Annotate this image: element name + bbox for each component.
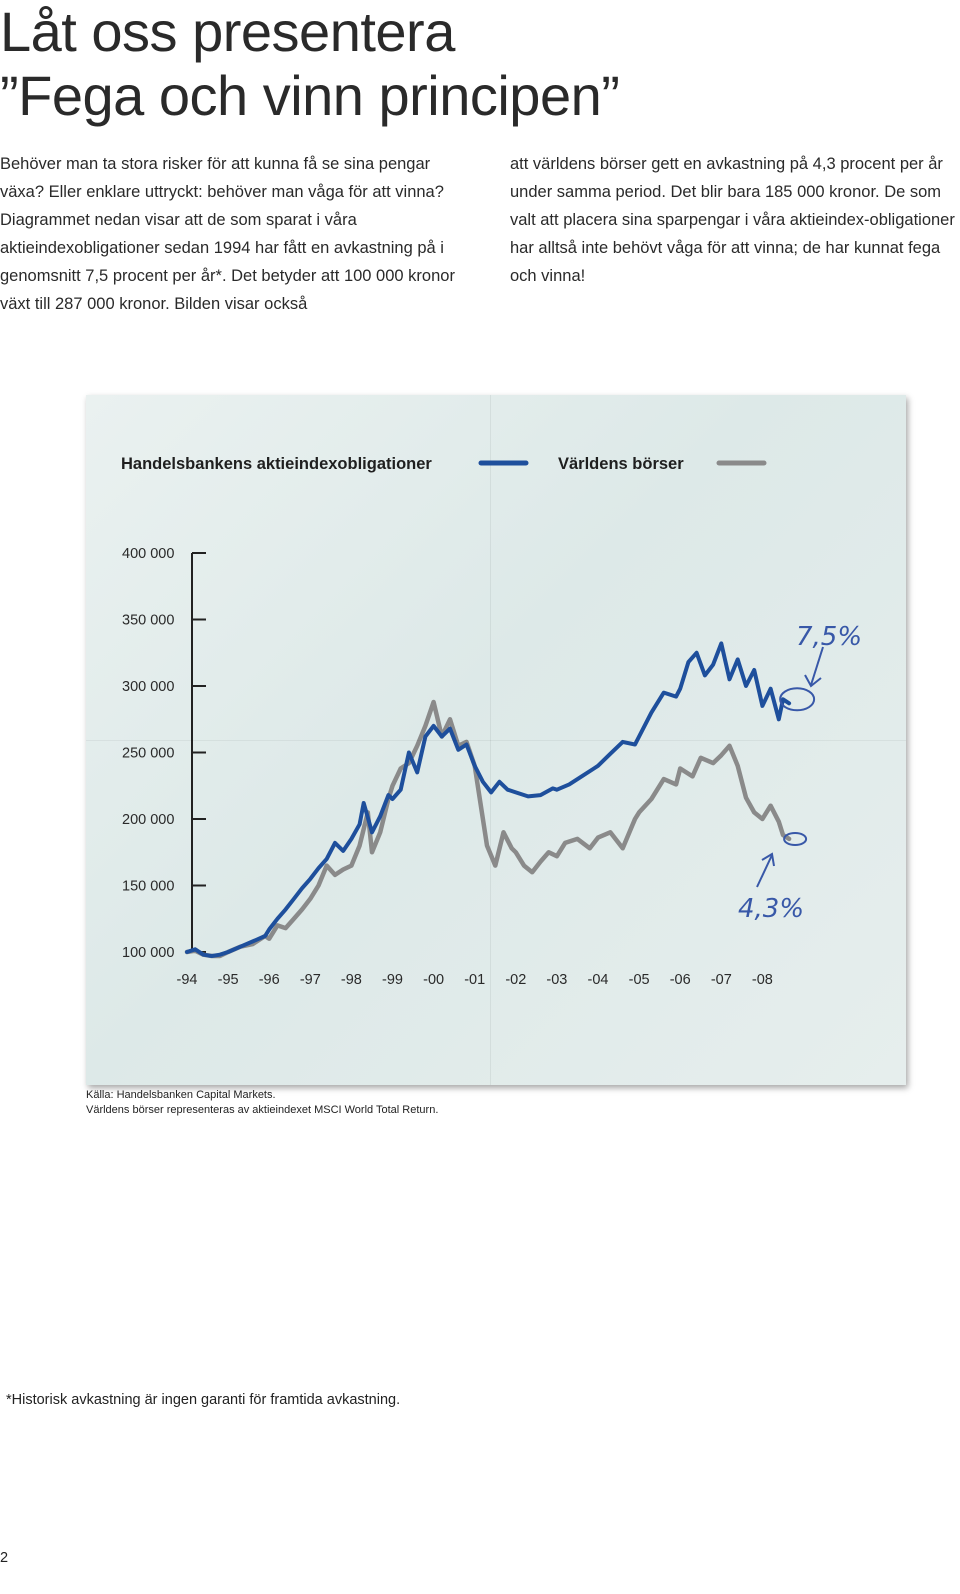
x-tick-label: -08: [752, 972, 773, 988]
page-title: Låt oss presentera ”Fega och vinn princi…: [0, 0, 620, 128]
page-title-line-2: ”Fega och vinn principen”: [0, 64, 620, 127]
legend-label-0: Handelsbankens aktieindexobligationer: [121, 455, 432, 473]
arrow-head-handelsbanken: [804, 674, 822, 688]
x-tick-label: -94: [177, 972, 198, 988]
x-tick-label: -01: [464, 972, 485, 988]
y-tick-label: 300 000: [122, 679, 174, 695]
arrow-world: [756, 854, 773, 888]
page-title-line-1: Låt oss presentera: [0, 0, 455, 63]
series-line-0: [185, 641, 792, 958]
body-text-left: Behöver man ta stora risker för att kunn…: [0, 155, 455, 313]
x-tick-label: -06: [670, 972, 691, 988]
y-tick-label: 350 000: [122, 613, 174, 629]
x-tick-label: -02: [505, 972, 526, 988]
chart-source: Källa: Handelsbanken Capital Markets. Vä…: [86, 1088, 686, 1118]
circle-mark-handelsbanken: [779, 687, 816, 712]
circle-mark-world: [783, 831, 808, 846]
x-tick-label: -00: [423, 972, 444, 988]
y-tick-label: 400 000: [122, 546, 174, 562]
arrow-head-world: [761, 852, 775, 867]
legend-label-1: Världens börser: [558, 455, 684, 473]
x-tick-label: -99: [382, 972, 403, 988]
source-line-2: Världens börser representeras av aktiein…: [86, 1104, 439, 1116]
y-tick-label: 150 000: [122, 879, 174, 895]
annotation-world-return: 4,3%: [738, 894, 804, 924]
x-tick-label: -97: [300, 972, 321, 988]
arrow-handelsbanken: [810, 646, 824, 686]
x-tick-label: -03: [546, 972, 567, 988]
page-number: 2: [0, 1550, 9, 1566]
x-tick-label: -05: [629, 972, 650, 988]
body-text-right: att världens börser gett en avkastning p…: [510, 155, 955, 285]
source-line-1: Källa: Handelsbanken Capital Markets.: [86, 1089, 276, 1101]
y-tick-label: 100 000: [122, 945, 174, 961]
annotation-handelsbanken-return: 7,5%: [796, 622, 862, 652]
x-tick-label: -96: [259, 972, 280, 988]
footnote: *Historisk avkastning är ingen garanti f…: [6, 1392, 401, 1408]
x-tick-label: -07: [711, 972, 732, 988]
x-tick-label: -98: [341, 972, 362, 988]
x-tick-label: -95: [218, 972, 239, 988]
line-chart: Handelsbankens aktieindexobligationer Vär…: [121, 455, 862, 988]
series-line-1: [184, 699, 792, 959]
y-tick-label: 200 000: [122, 812, 174, 828]
y-tick-label: 250 000: [122, 746, 174, 762]
x-tick-label: -04: [588, 972, 609, 988]
chart-paper: Handelsbankens aktieindexobligationer Vär…: [86, 395, 906, 1085]
